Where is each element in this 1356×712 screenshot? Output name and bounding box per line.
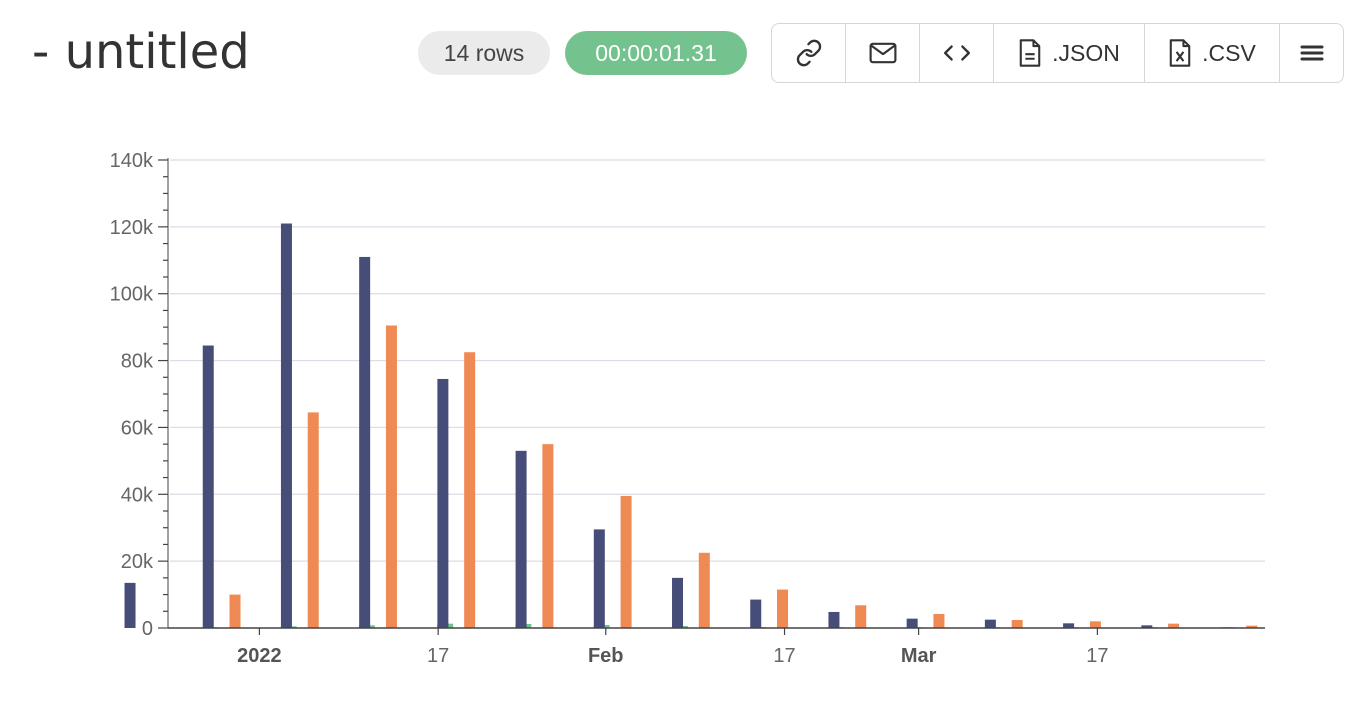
y-axis: 0 20k 40k 60k 80k 100k 120k 140k	[110, 150, 169, 640]
x-tick-label: Mar	[901, 645, 937, 667]
bar	[672, 577, 684, 628]
bar	[359, 256, 371, 628]
bar	[542, 444, 554, 628]
bar	[698, 552, 710, 628]
x-axis: 2022 17 Feb 17 Mar 17	[168, 627, 1265, 667]
y-tick-label: 100k	[110, 284, 154, 306]
bar	[437, 378, 449, 628]
y-tick-label: 20k	[121, 551, 154, 573]
bar	[933, 613, 945, 628]
export-csv-label: .CSV	[1202, 39, 1256, 66]
bar	[906, 618, 918, 628]
bar	[984, 619, 996, 628]
bar	[202, 345, 214, 628]
bar	[307, 412, 319, 628]
bar	[750, 599, 762, 628]
chart-gridlines	[170, 159, 1265, 562]
bar	[1141, 625, 1153, 628]
duration-badge: 00:00:01.31	[565, 31, 747, 75]
code-brackets-icon	[943, 45, 970, 61]
row-count-badge: 14 rows	[418, 31, 550, 75]
file-x-icon	[1169, 39, 1191, 67]
y-tick-label: 80k	[121, 351, 154, 373]
envelope-icon	[869, 42, 896, 64]
x-tick-label: 17	[773, 645, 795, 667]
chart-bars	[124, 223, 1258, 628]
bar	[1089, 621, 1101, 628]
y-tick-label: 60k	[121, 417, 154, 439]
bar	[777, 589, 789, 628]
bar	[855, 605, 867, 628]
bar	[124, 582, 136, 628]
export-json-label: .JSON	[1052, 39, 1120, 66]
page-title: - untitled	[32, 24, 250, 80]
bar	[593, 529, 605, 628]
y-tick-label: 140k	[110, 150, 154, 172]
x-tick-label: 17	[1086, 645, 1108, 667]
export-csv-button[interactable]: .CSV	[1145, 24, 1280, 82]
y-tick-label: 120k	[110, 217, 154, 239]
copy-link-button[interactable]	[772, 24, 846, 82]
bar	[280, 223, 292, 628]
y-tick-label: 40k	[121, 484, 154, 506]
x-tick-label: 17	[427, 645, 449, 667]
file-text-icon	[1019, 39, 1041, 67]
bar	[1063, 623, 1075, 628]
x-tick-label: Feb	[588, 645, 624, 667]
embed-code-button[interactable]	[920, 24, 994, 82]
bar	[1168, 623, 1180, 628]
bar	[1011, 619, 1023, 628]
export-json-button[interactable]: .JSON	[994, 24, 1145, 82]
weekly-bar-chart: 0 20k 40k 60k 80k 100k 120k 140k 2022 17 Feb 17 Mar…	[110, 150, 1265, 667]
y-tick-label: 0	[142, 618, 153, 640]
bar	[515, 450, 527, 628]
hamburger-menu-icon	[1300, 45, 1323, 61]
bar	[828, 611, 840, 628]
bar	[464, 352, 476, 628]
bar	[620, 495, 632, 628]
x-tick-label: 2022	[237, 645, 282, 667]
bar	[1246, 625, 1258, 628]
export-toolbar: .JSON .CSV	[771, 23, 1344, 83]
bar	[385, 325, 397, 628]
email-button[interactable]	[846, 24, 920, 82]
link-icon	[796, 39, 821, 67]
bar	[229, 594, 241, 628]
menu-button[interactable]	[1280, 24, 1343, 82]
